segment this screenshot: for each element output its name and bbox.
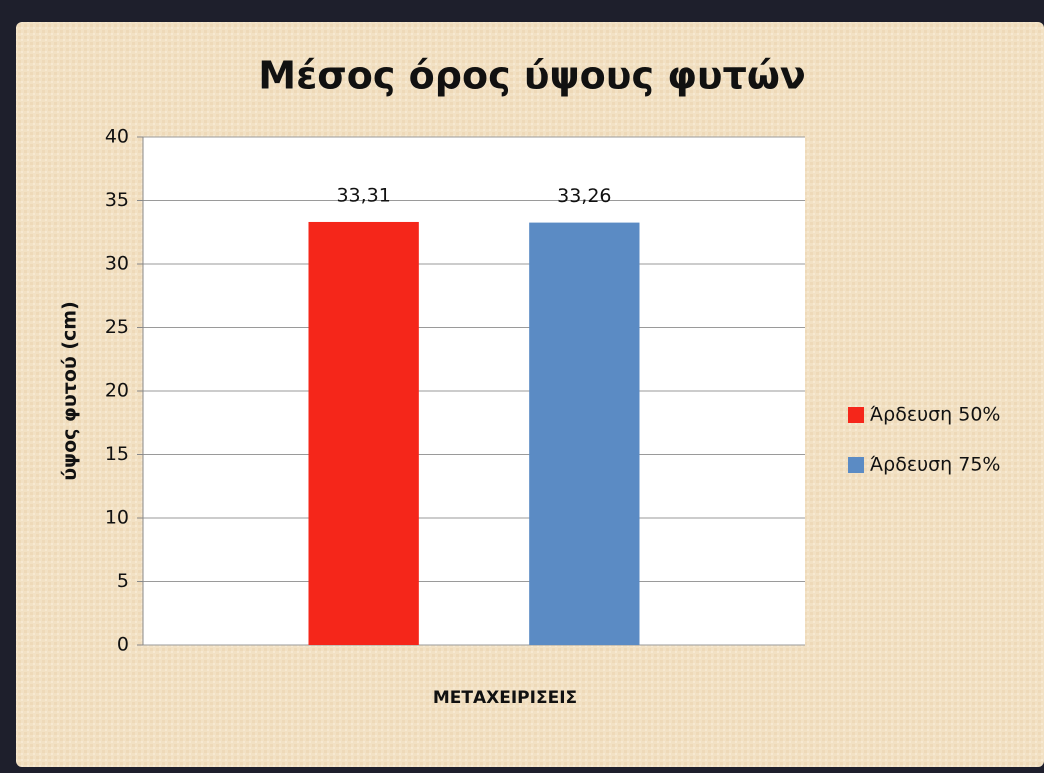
- y-tick-label: 35: [105, 189, 129, 211]
- legend-swatch: [848, 457, 864, 473]
- y-tick-label: 0: [117, 634, 129, 656]
- x-axis-label: ΜΕΤΑΧΕΙΡΙΣΕΙΣ: [433, 688, 577, 708]
- chart-title: Μέσος όρος ύψους φυτών: [258, 54, 806, 98]
- legend-label: Άρδευση 50%: [870, 404, 1000, 426]
- bar: [529, 222, 640, 645]
- y-tick-label: 20: [105, 380, 129, 402]
- bar: [308, 221, 419, 645]
- y-tick-label: 15: [105, 443, 129, 465]
- legend-label: Άρδευση 75%: [870, 454, 1000, 476]
- y-tick-label: 5: [117, 570, 129, 592]
- y-axis-label: ύψος φυτού (cm): [59, 301, 81, 481]
- y-tick-label: 40: [105, 126, 129, 148]
- data-label: 33,31: [336, 184, 390, 206]
- y-tick-label: 25: [105, 316, 129, 338]
- data-label: 33,26: [557, 185, 611, 207]
- y-tick-label: 10: [105, 507, 129, 529]
- legend-swatch: [848, 407, 864, 423]
- y-tick-label: 30: [105, 253, 129, 275]
